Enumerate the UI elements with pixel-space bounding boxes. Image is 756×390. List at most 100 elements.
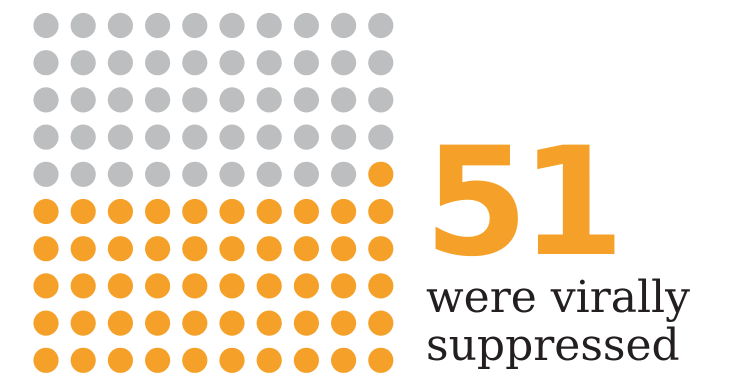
highlighted-dot [293, 347, 319, 373]
base-dot [219, 50, 245, 76]
highlighted-dot [331, 310, 357, 336]
highlighted-dot [107, 347, 133, 373]
base-dot [368, 50, 394, 76]
base-dot [256, 50, 282, 76]
base-dot [33, 50, 59, 76]
highlighted-dot [182, 273, 208, 299]
highlighted-dot [145, 236, 171, 262]
highlighted-dot [368, 310, 394, 336]
base-dot [219, 161, 245, 187]
base-dot [368, 87, 394, 113]
base-dot [293, 161, 319, 187]
highlighted-dot [70, 310, 96, 336]
highlighted-dot [145, 347, 171, 373]
highlighted-dot [107, 198, 133, 225]
base-dot [145, 50, 171, 76]
highlighted-dot [331, 273, 357, 299]
highlighted-dot [33, 310, 59, 336]
base-dot [293, 87, 319, 113]
highlighted-dot [33, 236, 59, 262]
base-dot [219, 87, 245, 113]
highlighted-dot [256, 236, 282, 262]
base-dot [219, 124, 245, 150]
base-dot [107, 87, 133, 113]
highlighted-dot [145, 273, 171, 299]
base-dot [145, 12, 171, 39]
base-dot [70, 161, 96, 187]
base-dot [145, 161, 171, 187]
highlighted-dot [293, 198, 319, 225]
highlighted-dot [145, 310, 171, 336]
highlighted-dot [293, 310, 319, 336]
highlighted-dot [219, 236, 245, 262]
base-dot [33, 12, 59, 39]
base-dot [182, 161, 208, 187]
base-dot [33, 87, 59, 113]
highlighted-dot [70, 273, 96, 299]
base-dot [70, 124, 96, 150]
base-dot [331, 124, 357, 150]
highlighted-dot [368, 198, 394, 225]
highlighted-dot [70, 347, 96, 373]
base-dot [256, 87, 282, 113]
base-dot [107, 12, 133, 39]
base-dot [107, 124, 133, 150]
highlighted-dot [256, 198, 282, 225]
base-dot [182, 87, 208, 113]
base-dot [182, 50, 208, 76]
highlighted-dot [331, 347, 357, 373]
highlighted-dot [368, 236, 394, 262]
highlighted-dot [256, 347, 282, 373]
highlighted-dot [219, 347, 245, 373]
base-dot [331, 12, 357, 39]
highlighted-dot [368, 273, 394, 299]
highlighted-dot [331, 236, 357, 262]
highlighted-dot [182, 310, 208, 336]
base-dot [368, 124, 394, 150]
highlighted-dot [107, 236, 133, 262]
highlighted-dot [293, 273, 319, 299]
highlighted-dot [256, 273, 282, 299]
base-dot [145, 87, 171, 113]
base-dot [107, 161, 133, 187]
base-dot [293, 50, 319, 76]
base-dot [256, 124, 282, 150]
base-dot [107, 50, 133, 76]
base-dot [70, 87, 96, 113]
highlighted-dot [182, 198, 208, 225]
caption-line-1: were virally [426, 272, 690, 323]
highlighted-dot [33, 198, 59, 225]
highlighted-dot [368, 347, 394, 373]
highlighted-dot [331, 198, 357, 225]
highlighted-dot [293, 236, 319, 262]
base-dot [219, 12, 245, 39]
base-dot [331, 87, 357, 113]
waffle-dot-grid [33, 12, 394, 373]
base-dot [182, 12, 208, 39]
highlight-count: 51 [424, 116, 625, 290]
base-dot [70, 50, 96, 76]
highlighted-dot [33, 273, 59, 299]
base-dot [33, 161, 59, 187]
highlighted-dot [107, 273, 133, 299]
highlighted-dot [219, 310, 245, 336]
highlighted-dot [107, 310, 133, 336]
base-dot [331, 161, 357, 187]
highlighted-dot [33, 347, 59, 373]
highlighted-dot [368, 161, 394, 187]
base-dot [293, 124, 319, 150]
base-dot [293, 12, 319, 39]
highlighted-dot [182, 347, 208, 373]
highlighted-dot [182, 236, 208, 262]
highlighted-dot [219, 198, 245, 225]
base-dot [256, 161, 282, 187]
base-dot [368, 12, 394, 39]
highlighted-dot [70, 198, 96, 225]
highlighted-dot [256, 310, 282, 336]
caption: were virally suppressed [426, 274, 690, 370]
base-dot [70, 12, 96, 39]
highlighted-dot [145, 198, 171, 225]
base-dot [331, 50, 357, 76]
highlighted-dot [70, 236, 96, 262]
base-dot [182, 124, 208, 150]
